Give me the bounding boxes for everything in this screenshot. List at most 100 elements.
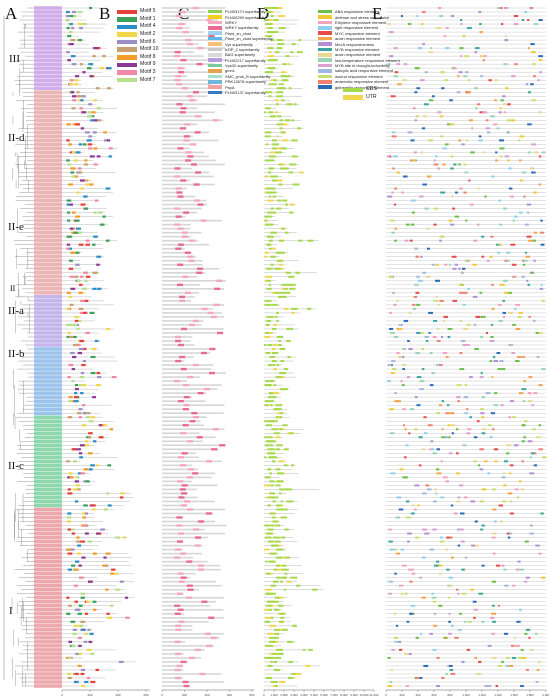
domain-legend-label: PspA [225, 84, 235, 90]
domain-box [178, 532, 185, 535]
cis-element-box [466, 343, 470, 346]
motif-box [76, 319, 82, 323]
motif-box [66, 612, 71, 615]
domain-box [177, 608, 184, 611]
cis-element-box [487, 644, 492, 647]
cis-element-box [479, 31, 483, 34]
motif-box [100, 528, 105, 531]
cis-element-box [476, 420, 480, 423]
motif-box [80, 299, 84, 302]
motif-box [83, 163, 89, 166]
cis-element-box [513, 23, 519, 26]
cis-element-box [441, 676, 445, 679]
domain-legend-swatch [208, 42, 222, 46]
exon-box [273, 392, 280, 395]
cre-legend-entry: light responsive element [318, 25, 400, 30]
exon-box [277, 652, 283, 655]
domain-box [208, 34, 215, 38]
gene-label [34, 299, 62, 303]
cis-element-box [504, 35, 508, 38]
exon-box [286, 580, 292, 583]
motif-box [80, 99, 84, 102]
cis-element-box [455, 191, 458, 194]
protein-bar [162, 47, 226, 49]
clade-label-ii-e: II-e [8, 221, 24, 233]
cre-legend-swatch [318, 58, 332, 62]
exon-box [270, 231, 278, 234]
motif-box [74, 159, 78, 162]
gene-label [34, 134, 62, 139]
motif-box [84, 207, 89, 210]
motif-box [69, 30, 73, 34]
exon-box [268, 51, 272, 54]
exon-box [281, 227, 285, 230]
gene-label [34, 347, 62, 351]
domain-box [197, 391, 204, 395]
motif-box [106, 492, 110, 495]
gene-label [34, 455, 62, 460]
motif-box [66, 460, 70, 463]
motif-box [69, 203, 73, 206]
cis-element-box [499, 520, 503, 523]
domain-box [182, 30, 189, 34]
cis-element-box [517, 315, 522, 318]
cis-element-box [398, 648, 403, 651]
gene-label [34, 166, 62, 171]
exon-box [288, 171, 291, 174]
exon-box [267, 600, 271, 603]
motif-box [68, 183, 74, 186]
domain-box [180, 504, 187, 507]
cis-element-box [538, 19, 543, 22]
cis-element-box [466, 432, 471, 435]
cis-element-box [393, 47, 398, 50]
motif-legend: Motif 5 Motif 1 Motif 4 Motif 2 Motif 6 Motif… [117, 8, 158, 84]
motif-box [88, 135, 93, 138]
domain-box [182, 275, 189, 278]
motif-legend-swatch [117, 70, 137, 75]
cre-legend-label: ABA responsive element [335, 9, 379, 15]
cre-axis-tick-label: 0 [385, 693, 387, 697]
cis-element-box [439, 235, 445, 238]
cis-element-box [450, 167, 454, 170]
exon-box [267, 468, 271, 471]
exon-box [270, 448, 276, 451]
exon-box [264, 420, 272, 423]
gene-label [34, 22, 62, 26]
motif-box [88, 420, 94, 423]
protein-bar [162, 131, 210, 134]
gene-label [34, 190, 62, 195]
domain-box [180, 660, 187, 664]
cis-element-box [394, 239, 397, 242]
cis-element-box [433, 624, 437, 627]
exon-box [272, 352, 279, 355]
cis-element-box [521, 171, 527, 174]
domain-box [186, 560, 193, 563]
cis-element-box [481, 235, 485, 238]
exon-box [271, 348, 276, 351]
exon-box [269, 472, 273, 475]
gene-label [34, 274, 62, 279]
motif-box [88, 468, 93, 471]
cis-element-box [519, 211, 523, 214]
exon-box [267, 211, 272, 214]
gene-label [34, 126, 62, 131]
domain-box [197, 46, 204, 50]
motif-box [71, 227, 76, 230]
motif-box [98, 424, 102, 427]
exon-box [268, 239, 273, 242]
motif-box [90, 464, 95, 467]
motif-box [80, 203, 86, 206]
cis-element-box [482, 111, 488, 114]
protein-bar [162, 324, 202, 326]
cis-element-box [426, 247, 430, 250]
cis-element-box [442, 352, 448, 355]
gene-label [34, 214, 62, 219]
gene-label [34, 507, 62, 512]
motif-legend-swatch [117, 47, 137, 53]
cis-element-box [506, 251, 511, 254]
cis-element-box [478, 139, 483, 142]
exon-box [279, 251, 285, 254]
exon-box [272, 179, 277, 182]
cre-axis-tick-label: 800 [447, 693, 452, 697]
exon-box [266, 604, 272, 607]
